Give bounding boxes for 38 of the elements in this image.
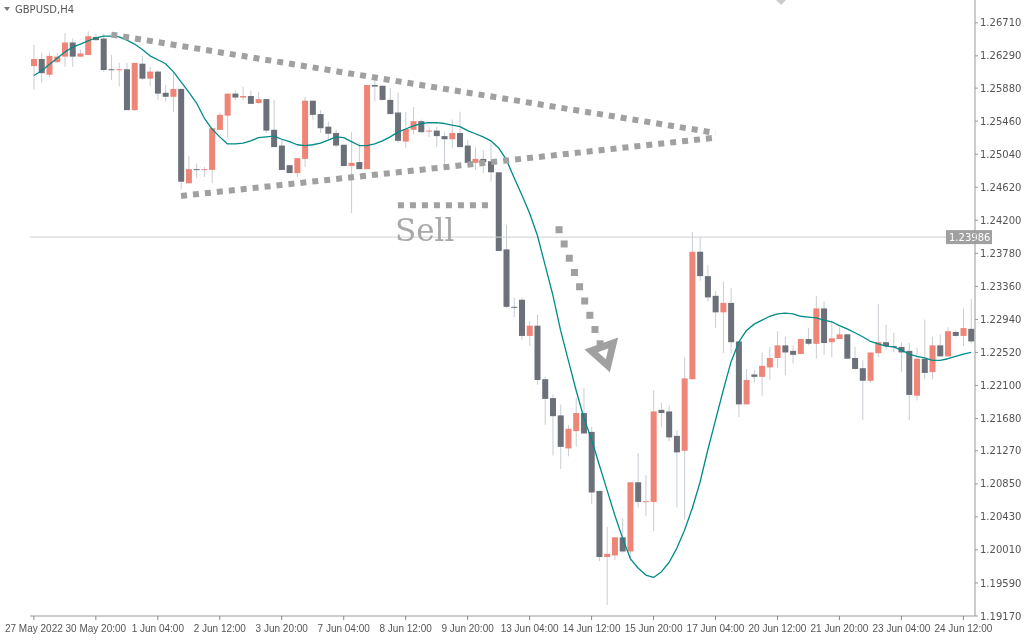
x-tick-label: 21 Jun 20:00 [810,623,869,634]
y-tick-label: 1.26290 [980,50,1022,62]
annotation: Sell [394,212,455,249]
y-tick-label: 1.19170 [980,610,1022,622]
y-tick-label: 1.26710 [980,17,1022,29]
y-tick-label: 1.21680 [980,413,1022,425]
x-tick-label: 3 Jun 20:00 [255,623,309,634]
y-tick-label: 1.20430 [980,511,1022,523]
chart-title: GBPUSD,H4 [15,4,75,15]
y-tick-label: 1.25880 [980,82,1022,94]
x-tick-label: 24 Jun 12:00 [934,623,993,634]
y-tick-label: 1.23360 [980,280,1022,292]
y-tick-label: 1.23780 [980,247,1022,259]
x-tick-label: 13 Jun 04:00 [500,623,559,634]
ref-line-label: 1.23986 [949,232,991,244]
y-tick-label: 1.20850 [980,478,1022,490]
x-tick-label: 20 Jun 12:00 [748,623,807,634]
x-tick-label: 8 Jun 12:00 [379,623,433,634]
y-tick-label: 1.24200 [980,214,1022,226]
x-tick-label: 7 Jun 04:00 [317,623,371,634]
x-tick-label: 14 Jun 12:00 [562,623,621,634]
y-tick-label: 1.25040 [980,148,1022,160]
x-tick-label: 1 Jun 04:00 [131,623,185,634]
y-tick-label: 1.20010 [980,544,1022,556]
y-tick-label: 1.21270 [980,445,1022,457]
x-tick-label: 30 May 20:00 [65,623,127,634]
x-tick-label: 2 Jun 12:00 [193,623,247,634]
y-tick-label: 1.22100 [980,380,1022,392]
y-tick-label: 1.25460 [980,115,1022,127]
y-tick-label: 1.24620 [980,181,1022,193]
y-tick-label: 1.22940 [980,313,1022,325]
x-tick-label: 15 Jun 20:00 [624,623,683,634]
x-tick-label: 23 Jun 04:00 [872,623,931,634]
y-tick-label: 1.19590 [980,577,1022,589]
x-tick-label: 27 May 2022 [4,623,64,634]
x-tick-label: 9 Jun 20:00 [441,623,495,634]
y-tick-label: 1.22520 [980,347,1022,358]
x-tick-label: 17 Jun 04:00 [686,623,745,634]
